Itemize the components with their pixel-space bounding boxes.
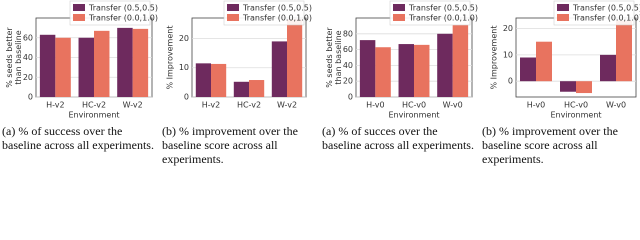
y-tick-label: 80 (343, 29, 353, 38)
bar (39, 34, 56, 97)
bar (616, 20, 632, 82)
legend-swatch (227, 4, 239, 11)
bar (375, 47, 391, 97)
y-tick-label: 40 (343, 61, 353, 70)
y-axis-label: % Improvement (166, 26, 175, 90)
x-tick-label: W-v0 (443, 101, 463, 110)
caption: (a) % of success over the baseline acros… (2, 124, 154, 152)
bar (271, 41, 287, 97)
x-tick-label: HC-v2 (82, 101, 106, 110)
bar (55, 37, 71, 97)
x-axis-label: Environment (68, 111, 119, 120)
x-tick-label: H-v2 (46, 101, 65, 110)
y-axis-label: % seeds better (325, 27, 334, 88)
bar (249, 80, 265, 97)
y-tick-label: 10 (179, 63, 189, 72)
x-tick-label: HC-v0 (564, 101, 588, 110)
bar (359, 40, 376, 97)
y-axis-label: % Improvement (490, 26, 499, 90)
y-tick-label: 60 (23, 33, 33, 42)
x-tick-label: HC-v0 (402, 101, 426, 110)
legend-swatch (227, 14, 239, 21)
bar (576, 81, 592, 94)
bar (78, 37, 94, 97)
bar (536, 41, 552, 82)
bar (117, 27, 133, 97)
bar (600, 54, 616, 82)
bar (195, 63, 211, 97)
y-tick-label: 40 (23, 53, 33, 62)
bar (398, 44, 414, 97)
legend-swatch (557, 4, 569, 11)
legend-label: Transfer (0.0,1.0) (408, 14, 478, 23)
caption: (b) % improvement over the baseline scor… (162, 124, 298, 166)
y-axis-label: % seeds better (5, 27, 14, 88)
x-tick-label: H-v0 (366, 101, 385, 110)
y-tick-label: 0 (508, 77, 513, 86)
bar (233, 81, 249, 97)
x-tick-label: W-v0 (606, 101, 626, 110)
legend-swatch (393, 14, 405, 21)
y-tick-label: 60 (343, 45, 353, 54)
y-tick-label: 0 (28, 93, 33, 102)
x-tick-label: H-v2 (202, 101, 221, 110)
y-tick-label: 20 (503, 24, 513, 33)
bar (520, 57, 536, 82)
y-tick-label: 10 (503, 50, 513, 59)
legend-swatch (73, 4, 85, 11)
bar (437, 33, 453, 97)
x-tick-label: H-v0 (527, 101, 546, 110)
y-tick-label: 20 (179, 34, 189, 43)
x-tick-label: HC-v2 (237, 101, 261, 110)
caption: (b) % improvement over the baseline scor… (482, 124, 618, 166)
legend-label: Transfer (0.5,0.5) (572, 4, 640, 13)
page: 0 20 40 60% seeds better than baseline H-v2 HC… (2, 0, 640, 166)
legend-label: Transfer (0.5,0.5) (242, 4, 312, 13)
x-tick-label: W-v2 (123, 101, 143, 110)
x-tick-label: W-v2 (277, 101, 297, 110)
y-tick-label: 0 (348, 93, 353, 102)
caption: (a) % of succes over the baseline across… (322, 124, 474, 152)
y-tick-label: 0 (184, 93, 189, 102)
legend-swatch (393, 4, 405, 11)
y-tick-label: 20 (343, 77, 353, 86)
bar (452, 25, 469, 97)
bar (132, 28, 149, 97)
x-axis-label: Environment (388, 111, 439, 120)
legend-label: Transfer (0.0,1.0) (572, 14, 640, 23)
bar (560, 81, 576, 92)
bar (211, 63, 227, 97)
legend-label: Transfer (0.5,0.5) (408, 4, 478, 13)
legend-swatch (557, 14, 569, 21)
legend-label: Transfer (0.0,1.0) (242, 14, 312, 23)
y-axis-label: than baseline (14, 30, 23, 84)
y-tick-label: 20 (23, 73, 33, 82)
legend-label: Transfer (0.5,0.5) (88, 4, 158, 13)
bar (287, 19, 303, 97)
bar (94, 30, 110, 97)
x-axis-label: Environment (550, 111, 601, 120)
legend-label: Transfer (0.0,1.0) (88, 14, 158, 23)
legend-swatch (73, 14, 85, 21)
bar (414, 44, 430, 97)
y-axis-label: than baseline (334, 30, 343, 84)
